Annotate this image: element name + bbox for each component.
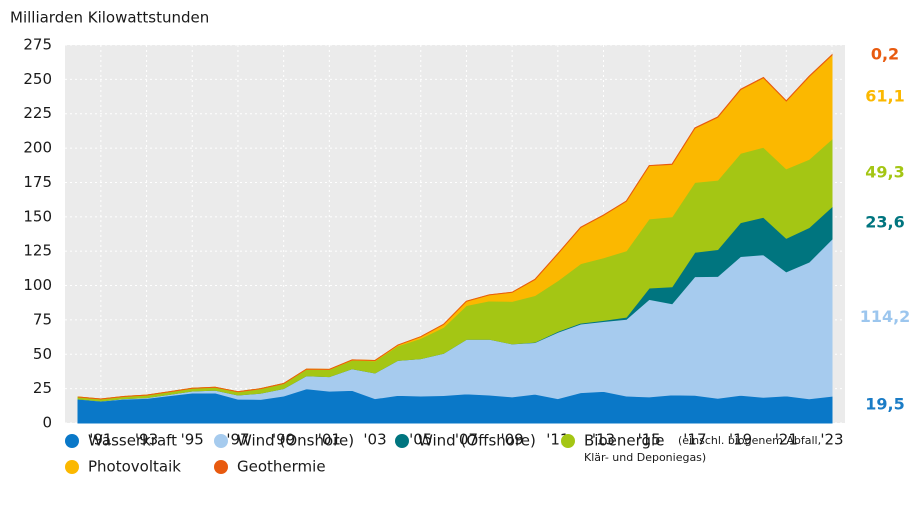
y-tick-label: 225 xyxy=(23,104,52,122)
y-tick-label: 75 xyxy=(33,310,52,328)
x-tick-label: '99 xyxy=(272,431,295,449)
x-tick-label: '19 xyxy=(729,431,752,449)
y-tick-label: 200 xyxy=(23,139,52,157)
x-tick-label: '09 xyxy=(501,431,524,449)
legend-label: Wind (Offshore) xyxy=(418,432,536,450)
y-tick-label: 100 xyxy=(23,276,52,294)
end-label: 61,1 xyxy=(865,87,904,106)
end-label: 49,3 xyxy=(865,162,904,181)
legend-marker xyxy=(561,434,575,448)
legend-label: Wasserkraft xyxy=(88,432,177,450)
legend-marker xyxy=(65,434,79,448)
legend-label: Bioenergie xyxy=(584,432,664,450)
x-tick-label: '01 xyxy=(318,431,341,449)
y-axis-label: Milliarden Kilowattstunden xyxy=(10,9,209,27)
x-tick-label: '17 xyxy=(683,431,706,449)
y-tick-label: 0 xyxy=(42,414,52,432)
end-label: 0,2 xyxy=(871,44,899,63)
y-tick-label: 50 xyxy=(33,345,52,363)
y-tick-label: 275 xyxy=(23,36,52,54)
x-tick-label: '93 xyxy=(135,431,158,449)
x-tick-label: '03 xyxy=(363,431,386,449)
y-tick-label: 175 xyxy=(23,173,52,191)
x-tick-label: '13 xyxy=(592,431,615,449)
legend-note: Klär- und Deponiegas) xyxy=(584,451,706,464)
legend-label: Photovoltaik xyxy=(88,458,181,476)
legend-note: (einschl. biogenem Abfall, xyxy=(678,434,821,447)
x-tick-label: '07 xyxy=(455,431,478,449)
x-tick-label: '91 xyxy=(89,431,112,449)
legend-marker xyxy=(214,460,228,474)
area xyxy=(77,53,833,400)
x-tick-label: '21 xyxy=(775,431,798,449)
end-label: 114,2 xyxy=(860,307,911,326)
x-tick-label: '23 xyxy=(820,431,843,449)
legend-marker xyxy=(395,434,409,448)
legend-marker xyxy=(214,434,228,448)
x-tick-label: '97 xyxy=(226,431,249,449)
y-tick-label: 250 xyxy=(23,70,52,88)
y-tick-label: 25 xyxy=(33,379,52,397)
legend-label: Wind (Onshore) xyxy=(237,432,354,450)
legend-label: Geothermie xyxy=(237,458,326,476)
x-tick-label: '05 xyxy=(409,431,432,449)
x-tick-label: '15 xyxy=(638,431,661,449)
end-label: 19,5 xyxy=(865,395,904,414)
y-tick-label: 150 xyxy=(23,207,52,225)
x-tick-label: '95 xyxy=(181,431,204,449)
legend-marker xyxy=(65,460,79,474)
end-label: 23,6 xyxy=(865,213,904,232)
y-tick-label: 125 xyxy=(23,242,52,260)
